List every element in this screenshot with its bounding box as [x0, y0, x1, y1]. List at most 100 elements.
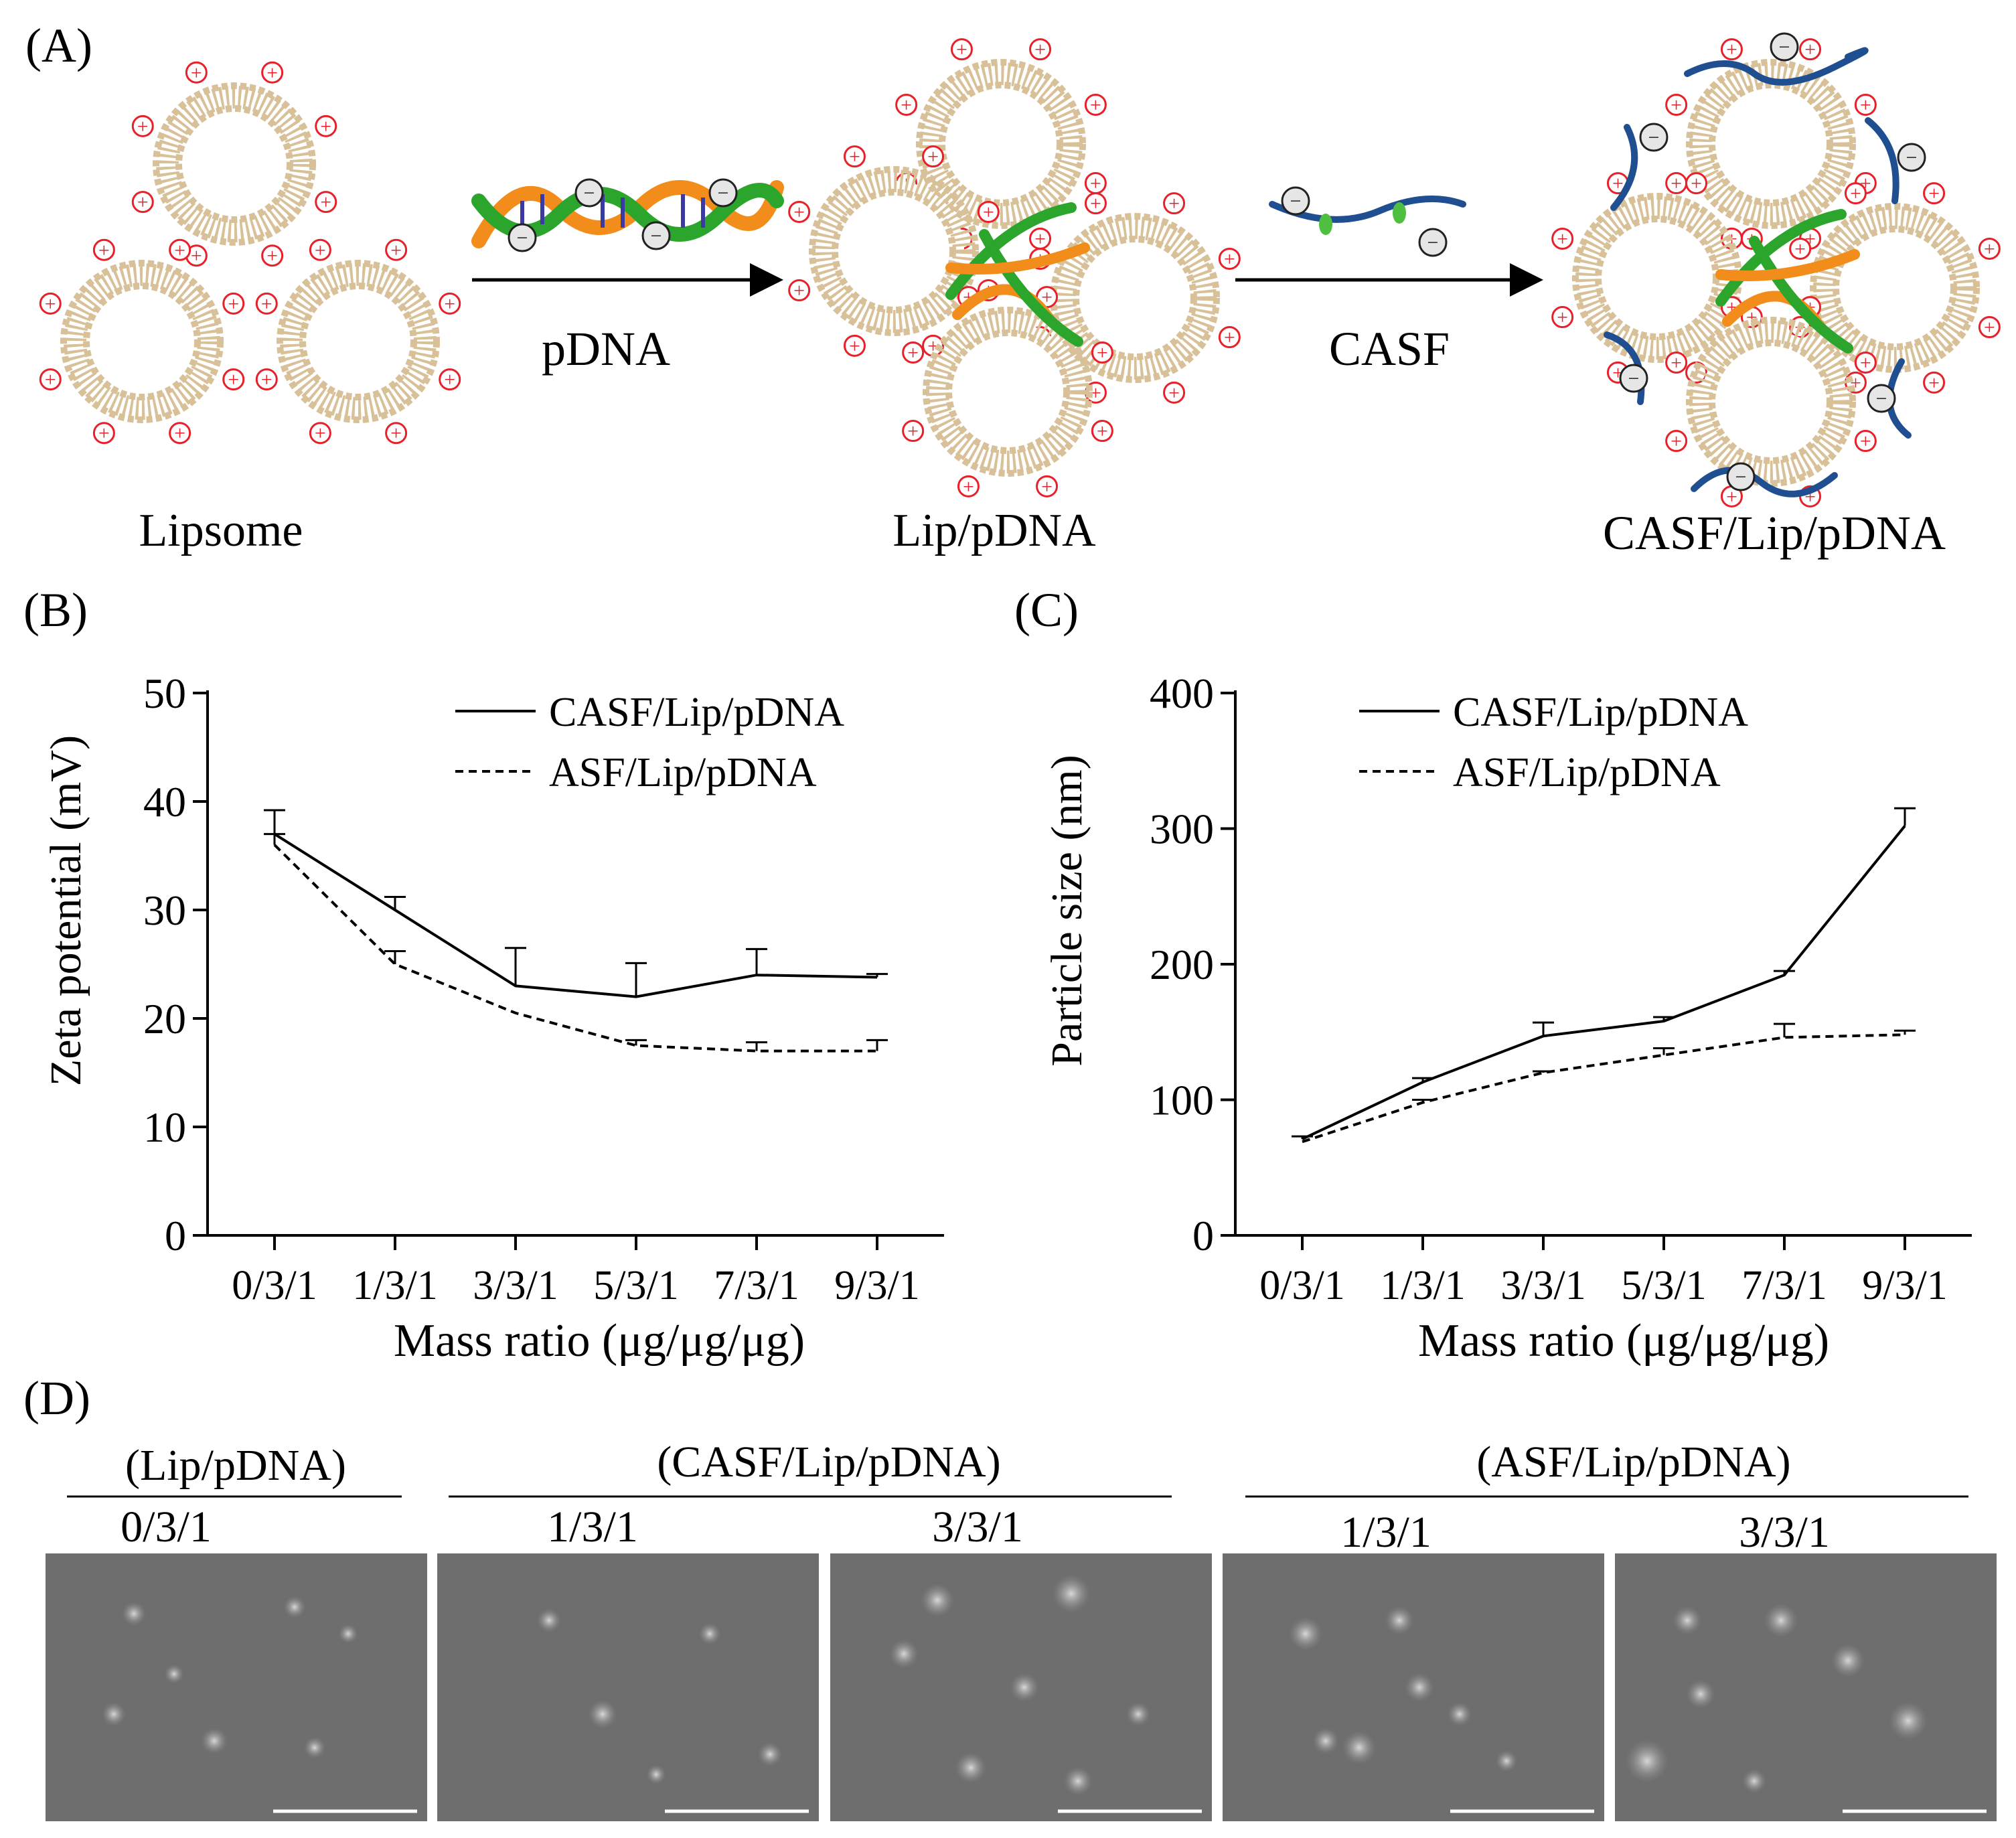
- svg-text:−: −: [1628, 368, 1640, 390]
- svg-text:−: −: [718, 182, 729, 204]
- svg-text:−: −: [584, 182, 595, 204]
- svg-text:+: +: [1090, 94, 1101, 116]
- x-tick-label: 1/3/1: [1380, 1263, 1465, 1308]
- positive-charge-icon: +: [1923, 182, 1946, 205]
- liposome: ++++++++: [788, 145, 1000, 357]
- positive-charge-icon: +: [261, 61, 284, 84]
- positive-charge-icon: +: [788, 200, 811, 223]
- svg-text:+: +: [1557, 228, 1568, 250]
- y-tick-label: 10: [143, 1103, 186, 1151]
- negative-charge-icon: −: [641, 221, 671, 250]
- svg-text:+: +: [983, 201, 994, 223]
- svg-text:−: −: [651, 225, 662, 247]
- svg-text:+: +: [1224, 327, 1235, 349]
- svg-text:−: −: [1876, 388, 1887, 410]
- positive-charge-icon: +: [1665, 93, 1688, 116]
- positive-charge-icon: +: [895, 93, 918, 116]
- negative-charge-icon: −: [1639, 123, 1669, 152]
- positive-charge-icon: +: [1844, 182, 1867, 205]
- svg-text:+: +: [98, 423, 110, 445]
- liposome-group-free: + + + + + + + + + + + + + + + + + + + + + + + +: [39, 61, 461, 445]
- negative-charge-icon: −: [1726, 462, 1756, 491]
- casf-coat: [1604, 47, 1912, 497]
- positive-charge-icon: +: [39, 368, 62, 391]
- legend-label-casf: CASF/Lip/pDNA: [549, 690, 844, 735]
- svg-text:+: +: [1224, 248, 1235, 270]
- positive-charge-icon: +: [1978, 237, 2001, 260]
- casf-lip-pdna-complex: ++++++++ ++++++++ ++++++++ ++++++++ − − …: [1551, 32, 2001, 508]
- positive-charge-icon: +: [1084, 192, 1107, 215]
- stage-label-liposome: Lipsome: [139, 505, 303, 556]
- svg-text:+: +: [1726, 39, 1737, 61]
- positive-charge-icon: +: [1084, 172, 1107, 195]
- legend-label-casf: CASF/Lip/pDNA: [1453, 690, 1748, 735]
- positive-charge-icon: +: [1218, 326, 1241, 349]
- positive-charge-icon: +: [1551, 227, 1574, 250]
- svg-text:+: +: [174, 423, 185, 445]
- svg-text:−: −: [517, 227, 528, 249]
- svg-text:+: +: [320, 192, 331, 214]
- positive-charge-icon: +: [957, 475, 980, 497]
- svg-text:+: +: [266, 245, 278, 267]
- x-tick-label: 1/3/1: [352, 1263, 437, 1308]
- positive-charge-icon: +: [977, 200, 1000, 223]
- svg-text:+: +: [1726, 485, 1737, 508]
- casf-strand: − −: [1269, 186, 1466, 257]
- svg-text:+: +: [444, 369, 455, 391]
- positive-charge-icon: +: [922, 145, 945, 168]
- stage-label-lip-pdna: Lip/pDNA: [893, 505, 1096, 556]
- svg-text:+: +: [793, 201, 805, 223]
- positive-charge-icon: +: [1551, 306, 1574, 329]
- positive-charge-icon: +: [902, 341, 925, 364]
- svg-text:−: −: [1779, 36, 1790, 58]
- particle: [1495, 1750, 1518, 1772]
- y-tick-label: 200: [1150, 941, 1214, 988]
- liposome: ++++++++: [39, 238, 245, 445]
- particle: [889, 1639, 919, 1669]
- positive-charge-icon: +: [1854, 93, 1877, 116]
- stage-label-casf-lip-pdna: CASF/Lip/pDNA: [1603, 506, 1946, 560]
- sem-micrograph: [830, 1553, 1212, 1821]
- panel-c-x-axis-title: Mass ratio (μg/μg/μg): [1418, 1315, 1829, 1367]
- particle: [122, 1602, 146, 1626]
- svg-text:+: +: [315, 239, 326, 261]
- particle: [201, 1728, 228, 1754]
- series-line: [1302, 825, 1906, 1141]
- ratio-label: 3/3/1: [1739, 1508, 1830, 1557]
- y-tick-label: 100: [1150, 1077, 1214, 1124]
- particle: [646, 1764, 666, 1784]
- particle: [1126, 1702, 1150, 1726]
- svg-text:+: +: [901, 94, 912, 116]
- particle: [1063, 1766, 1093, 1796]
- x-tick-label: 7/3/1: [1741, 1263, 1827, 1308]
- series-line: [273, 832, 878, 998]
- sem-image-row: [46, 1553, 1997, 1821]
- positive-charge-icon: +: [1720, 485, 1743, 508]
- positive-charge-icon: +: [1978, 316, 2001, 339]
- svg-text:+: +: [1090, 382, 1101, 404]
- positive-charge-icon: +: [439, 368, 461, 391]
- positive-charge-icon: +: [788, 279, 811, 302]
- ratio-label: 1/3/1: [1340, 1508, 1431, 1557]
- particle: [283, 1596, 306, 1618]
- panel-c-label: (C): [1014, 583, 1079, 637]
- positive-charge-icon: +: [1091, 341, 1113, 364]
- svg-text:+: +: [174, 239, 185, 261]
- positive-charge-icon: +: [222, 368, 245, 391]
- positive-charge-icon: +: [255, 292, 278, 315]
- positive-charge-icon: +: [1084, 93, 1107, 116]
- lip-pdna-complex: ++++++++ ++++++++ ++++++++ ++++++++: [788, 38, 1241, 497]
- panel-c-y-axis-title: Particle size (nm): [1042, 755, 1091, 1066]
- positive-charge-icon: +: [1029, 38, 1052, 61]
- sem-micrograph: [46, 1553, 427, 1821]
- particle: [955, 1752, 987, 1784]
- svg-text:+: +: [1984, 317, 1995, 339]
- svg-text:+: +: [793, 280, 805, 302]
- liposome: ++++++++: [1029, 192, 1241, 404]
- negative-charge-icon: −: [708, 178, 738, 208]
- legend-label-asf: ASF/Lip/pDNA: [549, 750, 817, 795]
- y-tick-label: 400: [1150, 670, 1214, 717]
- negative-charge-icon: −: [1281, 186, 1310, 216]
- sem-micrograph: [437, 1553, 819, 1821]
- positive-charge-icon: +: [902, 420, 925, 443]
